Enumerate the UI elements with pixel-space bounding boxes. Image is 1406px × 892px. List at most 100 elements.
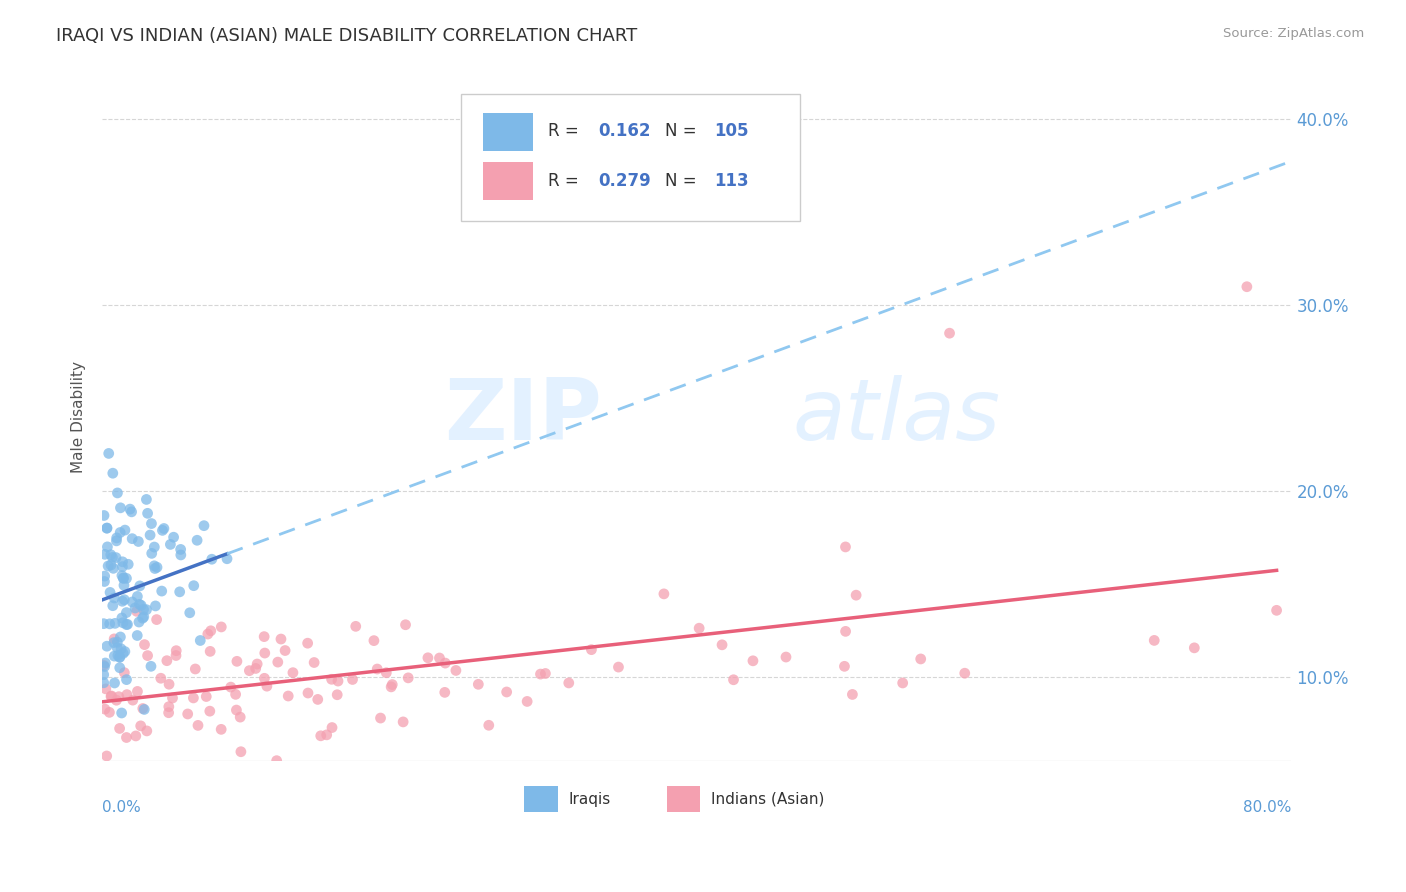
Point — [132, 610, 155, 624]
Point — [93, 616, 115, 631]
Point — [834, 659, 856, 673]
Point — [104, 616, 127, 631]
Point — [297, 686, 319, 700]
Point — [96, 540, 118, 554]
Text: 0.0%: 0.0% — [103, 799, 141, 814]
Point — [226, 654, 249, 668]
Point — [270, 632, 292, 646]
Point — [1182, 640, 1205, 655]
Point — [143, 540, 166, 554]
Point — [209, 723, 232, 737]
Point — [558, 676, 581, 690]
Point — [103, 649, 125, 664]
Point — [845, 588, 868, 602]
Point — [267, 655, 290, 669]
Point — [105, 533, 128, 548]
Point — [416, 650, 439, 665]
Point — [108, 525, 131, 540]
Point — [121, 532, 143, 546]
Point — [433, 685, 456, 699]
Point — [183, 690, 205, 705]
Point — [107, 648, 129, 663]
Point — [127, 534, 149, 549]
Point — [98, 616, 121, 631]
Point — [184, 662, 207, 676]
Point — [134, 638, 156, 652]
Point — [326, 688, 349, 702]
Point — [321, 721, 343, 735]
Point — [938, 326, 960, 341]
Point — [281, 665, 304, 680]
Point — [179, 606, 201, 620]
Point — [97, 446, 120, 460]
Point — [375, 665, 398, 680]
Point — [100, 689, 122, 703]
Point — [105, 635, 128, 649]
Bar — [482, 113, 533, 151]
Point — [711, 638, 734, 652]
Point — [1143, 633, 1166, 648]
Point — [186, 533, 208, 548]
Point — [117, 617, 139, 632]
Point — [125, 729, 148, 743]
Point — [159, 537, 181, 551]
Text: 113: 113 — [714, 172, 749, 190]
Point — [215, 551, 238, 566]
Text: R =: R = — [548, 122, 583, 140]
Point — [93, 667, 115, 681]
Point — [127, 628, 149, 642]
Point — [100, 548, 122, 562]
Point — [105, 693, 128, 707]
Point — [110, 641, 132, 656]
Point — [183, 579, 205, 593]
Point — [134, 702, 156, 716]
Point — [165, 643, 187, 657]
Point — [145, 599, 167, 613]
Point — [688, 621, 710, 635]
Text: ZIP: ZIP — [444, 376, 602, 458]
Point — [153, 521, 176, 535]
Point — [366, 662, 388, 676]
Point — [111, 706, 134, 720]
Point — [381, 677, 404, 691]
Point — [139, 528, 162, 542]
Point — [229, 710, 252, 724]
Point — [114, 644, 136, 658]
Point — [195, 690, 218, 704]
Point — [198, 644, 221, 658]
Point — [370, 711, 392, 725]
Point — [177, 706, 200, 721]
Point — [103, 561, 125, 575]
Point — [209, 620, 232, 634]
Point — [111, 615, 134, 630]
Point — [125, 604, 148, 618]
Point — [953, 666, 976, 681]
Point — [129, 719, 152, 733]
Bar — [524, 786, 558, 813]
Point — [108, 649, 131, 664]
Point — [145, 613, 167, 627]
Point — [326, 674, 349, 689]
Point — [94, 547, 117, 561]
Point — [132, 701, 155, 715]
Point — [256, 679, 278, 693]
Y-axis label: Male Disability: Male Disability — [72, 361, 86, 473]
Point — [229, 745, 252, 759]
Point — [100, 690, 122, 704]
Point — [93, 569, 115, 583]
Point — [112, 571, 135, 585]
Point — [219, 680, 242, 694]
Point — [101, 550, 124, 565]
Point — [309, 729, 332, 743]
Point — [110, 500, 132, 515]
Point — [444, 664, 467, 678]
Point — [188, 633, 211, 648]
Point — [108, 650, 131, 665]
Point — [131, 611, 153, 625]
Point — [111, 568, 134, 582]
Point — [103, 676, 125, 690]
Point — [150, 584, 173, 599]
Point — [321, 673, 343, 687]
Point — [200, 624, 222, 638]
Point — [93, 508, 115, 523]
